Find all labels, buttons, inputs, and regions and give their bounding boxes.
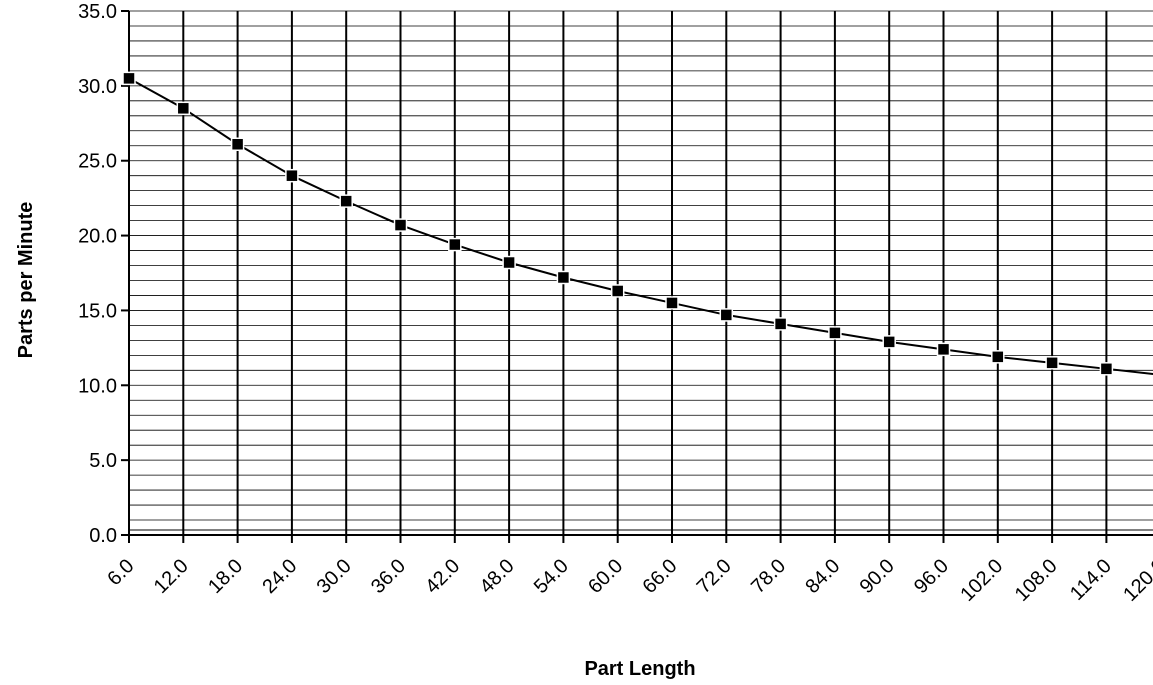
axes (128, 11, 1153, 543)
y-tick-label: 5.0 (89, 450, 117, 472)
series-line (128, 77, 1153, 375)
x-tick-label: 12.0 (150, 555, 193, 598)
x-tick-label: 30.0 (313, 555, 356, 598)
y-tick-label: 25.0 (78, 151, 117, 173)
x-tick-label: 36.0 (367, 555, 410, 598)
data-point-marker (828, 326, 842, 340)
y-tick-label: 0.0 (89, 525, 117, 547)
data-point-marker (1045, 356, 1059, 370)
y-tick-label: 30.0 (78, 76, 117, 98)
data-point-marker (176, 101, 191, 116)
x-tick-label: 42.0 (421, 555, 464, 598)
y-axis-title: Parts per Minute (15, 202, 37, 359)
data-point-marker (936, 342, 951, 357)
y-tick-label: 35.0 (78, 1, 117, 23)
data-point-marker (339, 194, 353, 208)
data-point-marker (556, 270, 571, 285)
x-tick-label: 108.0 (1011, 555, 1062, 606)
x-tick-label: 60.0 (584, 555, 627, 598)
data-point-marker (773, 317, 788, 331)
x-tick-label: 96.0 (910, 555, 953, 598)
x-axis-title: Part Length (584, 658, 695, 680)
x-tick-label: 66.0 (638, 555, 681, 598)
x-tick-label: 78.0 (747, 555, 790, 598)
y-tick-label: 20.0 (78, 226, 117, 248)
minor-gridlines (129, 10, 1153, 536)
y-tick-label: 10.0 (78, 375, 117, 397)
data-point-marker (719, 308, 734, 322)
data-point-marker (393, 218, 408, 232)
data-point-marker (665, 296, 679, 310)
x-tick-label: 84.0 (801, 555, 844, 598)
y-tick-label: 15.0 (78, 300, 117, 322)
x-axis-tick-labels: 6.0 12.0 18.0 24.0 30.0 36.0 42.0 48.0 54.0 60.0 6… (103, 535, 1153, 606)
data-point-marker (448, 237, 462, 252)
data-point-marker (502, 255, 516, 270)
x-tick-label: 90.0 (856, 555, 899, 598)
data-point-marker (122, 71, 136, 86)
y-axis-tick-labels: 0.0 5.0 10.0 15.0 20.0 25.0 30.0 35.0 (78, 1, 129, 547)
major-gridlines (128, 11, 1108, 535)
x-tick-label: 114.0 (1066, 555, 1116, 605)
data-point-marker (230, 137, 245, 151)
data-point-marker (1099, 362, 1114, 376)
x-tick-label: 24.0 (258, 555, 301, 598)
x-tick-label: 120.0 (1119, 555, 1153, 606)
data-point-marker (285, 168, 299, 183)
data-point-marker (882, 335, 896, 349)
x-tick-label: 54.0 (530, 555, 573, 598)
data-series (122, 71, 1153, 376)
data-point-marker (991, 350, 1005, 364)
x-tick-label: 6.0 (103, 555, 138, 590)
x-tick-label: 102.0 (956, 555, 1007, 606)
x-tick-label: 18.0 (204, 555, 247, 598)
x-tick-label: 48.0 (476, 555, 519, 598)
data-point-marker (610, 284, 625, 298)
x-tick-label: 72.0 (693, 555, 736, 598)
